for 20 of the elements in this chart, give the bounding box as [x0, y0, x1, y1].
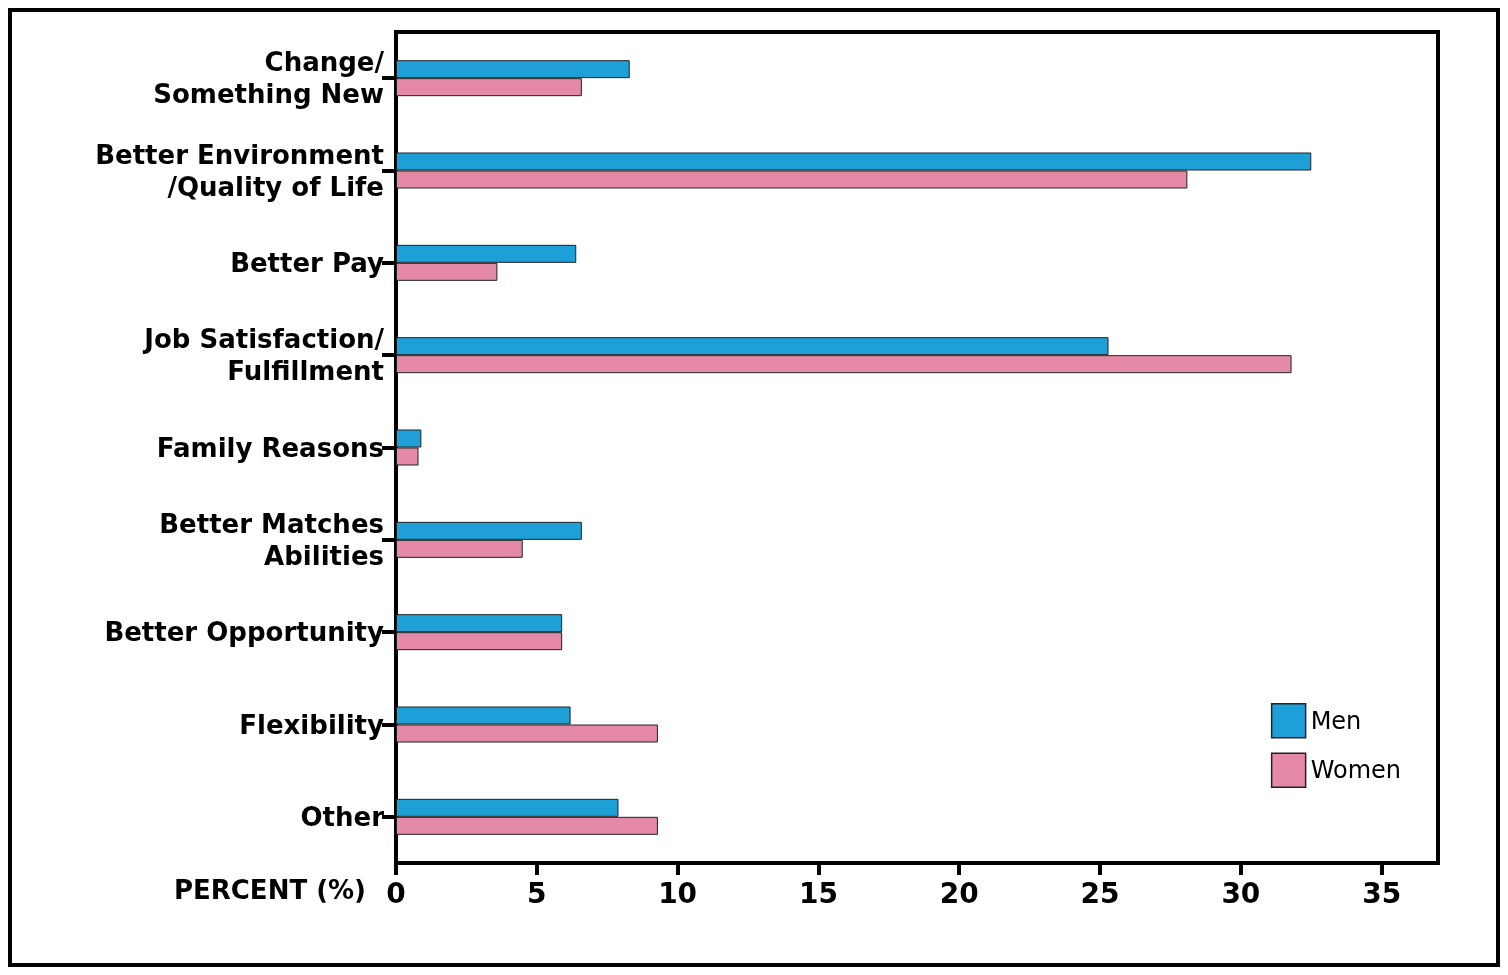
legend-label: Women	[1310, 756, 1402, 785]
legend-label: Men	[1310, 706, 1362, 735]
x-tick-label: 0	[386, 876, 406, 910]
y-tick-label: Better Matches Abilities	[159, 508, 384, 571]
y-tick-label: Other	[300, 801, 385, 832]
x-tick-label: 5	[527, 876, 547, 910]
x-tick-label: 20	[939, 876, 979, 910]
y-tick-label: Family Reasons	[156, 432, 384, 463]
x-axis-title: PERCENT (%)	[173, 875, 366, 905]
x-tick-label: 15	[798, 876, 838, 910]
x-tick-label: 10	[658, 876, 698, 910]
x-tick-label: 35	[1362, 876, 1402, 910]
x-tick-label: 30	[1221, 876, 1261, 910]
y-tick-label: Flexibility	[239, 709, 385, 740]
y-tick-label: Change/ Something New	[153, 47, 385, 110]
x-tick-label: 25	[1080, 876, 1120, 910]
y-tick-label: Job Satisfaction/ Fulfillment	[142, 324, 385, 387]
y-tick-label: Better Environment /Quality of Life	[95, 139, 384, 202]
y-tick-label: Better Pay	[230, 247, 385, 278]
y-tick-label: Better Opportunity	[104, 617, 385, 648]
